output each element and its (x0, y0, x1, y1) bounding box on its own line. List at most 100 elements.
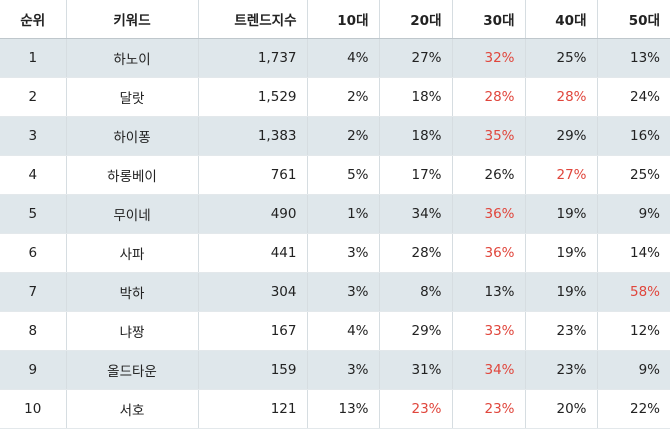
age-40s-cell: 25% (525, 38, 598, 78)
table-row: 6 사파 441 3% 28% 36% 19% 14% (0, 233, 670, 273)
trend-index-cell: 167 (198, 311, 308, 351)
rank-cell: 3 (0, 116, 67, 156)
age-10s-cell: 2% (307, 116, 380, 156)
age-40s-cell: 27% (525, 155, 598, 195)
age-10s-cell: 4% (307, 38, 380, 78)
header-rank: 순위 (0, 0, 67, 39)
age-30s-cell: 35% (452, 116, 526, 156)
keyword-cell: 서호 (66, 389, 199, 429)
age-10s-cell: 5% (307, 155, 380, 195)
age-10s-cell: 4% (307, 311, 380, 351)
trend-index-cell: 1,529 (198, 77, 308, 117)
header-age-50s: 50대 (597, 0, 670, 39)
age-50s-cell: 16% (597, 116, 670, 156)
age-20s-cell: 23% (379, 389, 453, 429)
table-row: 8 냐짱 167 4% 29% 33% 23% 12% (0, 311, 670, 351)
age-40s-cell: 29% (525, 116, 598, 156)
rank-cell: 2 (0, 77, 67, 117)
age-30s-cell: 26% (452, 155, 526, 195)
trend-index-cell: 304 (198, 272, 308, 312)
table-row: 7 박하 304 3% 8% 13% 19% 58% (0, 272, 670, 312)
trend-index-cell: 159 (198, 350, 308, 390)
age-20s-cell: 28% (379, 233, 453, 273)
age-50s-cell: 22% (597, 389, 670, 429)
keyword-cell: 올드타운 (66, 350, 199, 390)
age-30s-cell: 33% (452, 311, 526, 351)
rank-cell: 8 (0, 311, 67, 351)
age-50s-cell: 14% (597, 233, 670, 273)
header-age-20s: 20대 (379, 0, 453, 39)
age-30s-cell: 13% (452, 272, 526, 312)
keyword-cell: 달랏 (66, 77, 199, 117)
header-trend-index: 트렌드지수 (198, 0, 308, 39)
age-10s-cell: 1% (307, 194, 380, 234)
header-age-10s: 10대 (307, 0, 380, 39)
rank-cell: 1 (0, 38, 67, 78)
header-age-40s: 40대 (525, 0, 598, 39)
keyword-cell: 박하 (66, 272, 199, 312)
age-40s-cell: 20% (525, 389, 598, 429)
age-40s-cell: 23% (525, 311, 598, 351)
table-row: 1 하노이 1,737 4% 27% 32% 25% 13% (0, 38, 670, 78)
age-50s-cell: 9% (597, 194, 670, 234)
header-keyword: 키워드 (66, 0, 199, 39)
age-20s-cell: 29% (379, 311, 453, 351)
age-30s-cell: 23% (452, 389, 526, 429)
header-age-30s: 30대 (452, 0, 526, 39)
age-30s-cell: 36% (452, 233, 526, 273)
header-row: 순위 키워드 트렌드지수 10대 20대 30대 40대 50대 (0, 0, 670, 39)
age-10s-cell: 3% (307, 350, 380, 390)
rank-cell: 6 (0, 233, 67, 273)
age-10s-cell: 2% (307, 77, 380, 117)
age-20s-cell: 8% (379, 272, 453, 312)
rank-cell: 7 (0, 272, 67, 312)
keyword-cell: 하롱베이 (66, 155, 199, 195)
age-20s-cell: 31% (379, 350, 453, 390)
age-40s-cell: 23% (525, 350, 598, 390)
trend-index-cell: 490 (198, 194, 308, 234)
age-50s-cell: 12% (597, 311, 670, 351)
age-50s-cell: 58% (597, 272, 670, 312)
age-40s-cell: 19% (525, 272, 598, 312)
table-row: 9 올드타운 159 3% 31% 34% 23% 9% (0, 350, 670, 390)
age-30s-cell: 32% (452, 38, 526, 78)
table-row: 2 달랏 1,529 2% 18% 28% 28% 24% (0, 77, 670, 117)
age-10s-cell: 3% (307, 272, 380, 312)
keyword-cell: 무이네 (66, 194, 199, 234)
age-50s-cell: 9% (597, 350, 670, 390)
keyword-cell: 사파 (66, 233, 199, 273)
keyword-cell: 냐짱 (66, 311, 199, 351)
trend-index-cell: 441 (198, 233, 308, 273)
keyword-cell: 하이퐁 (66, 116, 199, 156)
table-row: 10 서호 121 13% 23% 23% 20% 22% (0, 389, 670, 429)
age-20s-cell: 27% (379, 38, 453, 78)
age-50s-cell: 13% (597, 38, 670, 78)
rank-cell: 4 (0, 155, 67, 195)
age-20s-cell: 17% (379, 155, 453, 195)
table-row: 4 하롱베이 761 5% 17% 26% 27% 25% (0, 155, 670, 195)
age-20s-cell: 18% (379, 77, 453, 117)
table-row: 5 무이네 490 1% 34% 36% 19% 9% (0, 194, 670, 234)
age-30s-cell: 28% (452, 77, 526, 117)
age-30s-cell: 36% (452, 194, 526, 234)
age-40s-cell: 19% (525, 233, 598, 273)
age-40s-cell: 28% (525, 77, 598, 117)
rank-cell: 5 (0, 194, 67, 234)
age-20s-cell: 34% (379, 194, 453, 234)
rank-cell: 9 (0, 350, 67, 390)
age-10s-cell: 3% (307, 233, 380, 273)
rank-cell: 10 (0, 389, 67, 429)
table-row: 3 하이퐁 1,383 2% 18% 35% 29% 16% (0, 116, 670, 156)
trend-index-cell: 1,737 (198, 38, 308, 78)
age-50s-cell: 24% (597, 77, 670, 117)
age-20s-cell: 18% (379, 116, 453, 156)
trend-index-cell: 1,383 (198, 116, 308, 156)
keyword-cell: 하노이 (66, 38, 199, 78)
trend-index-cell: 761 (198, 155, 308, 195)
age-40s-cell: 19% (525, 194, 598, 234)
age-30s-cell: 34% (452, 350, 526, 390)
trend-index-cell: 121 (198, 389, 308, 429)
age-50s-cell: 25% (597, 155, 670, 195)
age-10s-cell: 13% (307, 389, 380, 429)
